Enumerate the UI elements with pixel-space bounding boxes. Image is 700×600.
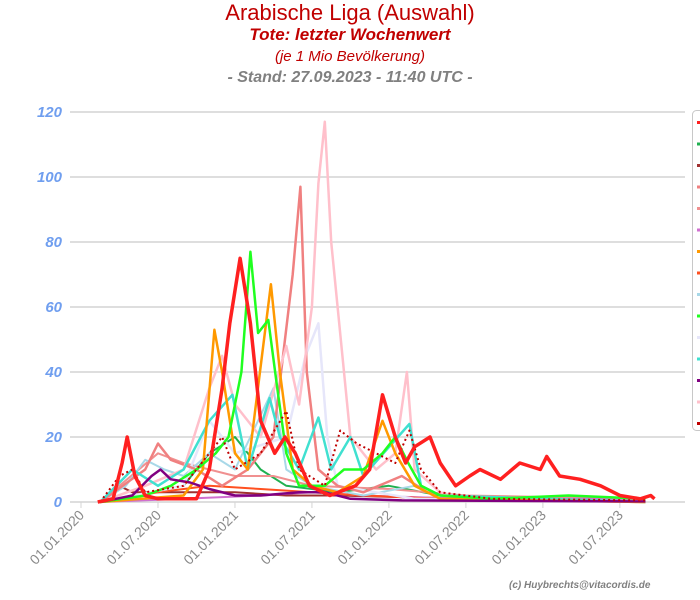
legend-swatch xyxy=(697,207,700,210)
chart-subtitle: Tote: letzter Wochenwert xyxy=(249,25,451,44)
legend-swatch xyxy=(697,185,700,189)
y-tick-label: 40 xyxy=(44,364,62,381)
y-tick-label: 20 xyxy=(44,429,62,446)
legend-swatch xyxy=(697,400,700,404)
series-line-8 xyxy=(99,120,646,504)
legend-swatch xyxy=(697,293,700,296)
unit-note: (je 1 Mio Bevölkerung) xyxy=(274,48,426,65)
series-line-10 xyxy=(100,283,646,504)
legend-swatch xyxy=(697,228,700,232)
y-tick-label: 120 xyxy=(37,104,63,121)
y-tick-label: 60 xyxy=(45,299,62,316)
legend-swatch xyxy=(697,271,700,275)
legend-swatch xyxy=(697,379,700,382)
x-tick-label: 01.01.2020 xyxy=(26,507,87,568)
legend-swatch xyxy=(697,142,700,146)
x-tick-label: 01.01.2021 xyxy=(180,507,241,568)
x-tick-label: 01.07.2021 xyxy=(257,507,318,568)
legend-swatch xyxy=(697,164,700,167)
x-tick-label: 01.07.2023 xyxy=(565,507,626,568)
series-line-14 xyxy=(97,256,656,504)
legend-swatch xyxy=(697,314,700,318)
legend-swatch xyxy=(697,336,700,339)
legend-box xyxy=(692,110,700,431)
x-tick-label: 01.01.2022 xyxy=(334,507,395,568)
y-tick-label: 100 xyxy=(37,169,63,186)
legend-swatch xyxy=(697,422,700,425)
x-tick-label: 01.07.2022 xyxy=(411,507,472,568)
series-line-7 xyxy=(99,185,646,504)
chart-title: Arabische Liga (Auswahl) xyxy=(225,0,475,25)
legend-swatch xyxy=(697,250,700,253)
y-tick-label: 0 xyxy=(54,494,63,511)
y-tick-label: 80 xyxy=(45,234,62,251)
series-line-12 xyxy=(99,468,646,504)
legend-swatch xyxy=(697,121,700,124)
x-tick-label: 01.07.2020 xyxy=(103,507,164,568)
credit: (c) Huybrechts@vitacordis.de xyxy=(509,580,651,591)
x-tick-label: 01.01.2023 xyxy=(488,507,549,568)
series-line-13 xyxy=(99,410,646,503)
legend-swatch xyxy=(697,357,700,361)
stand-date: - Stand: 27.09.2023 - 11:40 UTC - xyxy=(227,69,473,86)
